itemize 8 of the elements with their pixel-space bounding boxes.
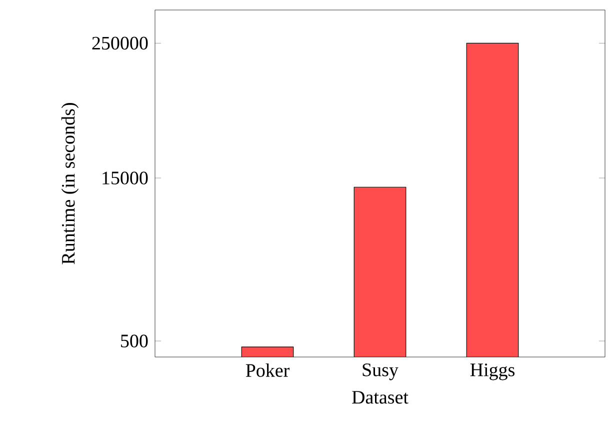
y-axis-title: Runtime (in seconds) <box>61 103 79 264</box>
y-tick-label: 250000 <box>92 36 148 50</box>
y-tick-label: 15000 <box>102 172 148 184</box>
x-tick-label: Susy <box>362 364 398 380</box>
x-axis-title: Dataset <box>352 391 408 404</box>
x-tick-label: Poker <box>246 364 290 377</box>
y-tick-label: 500 <box>121 334 148 348</box>
x-tick-label: Higgs <box>470 364 515 380</box>
